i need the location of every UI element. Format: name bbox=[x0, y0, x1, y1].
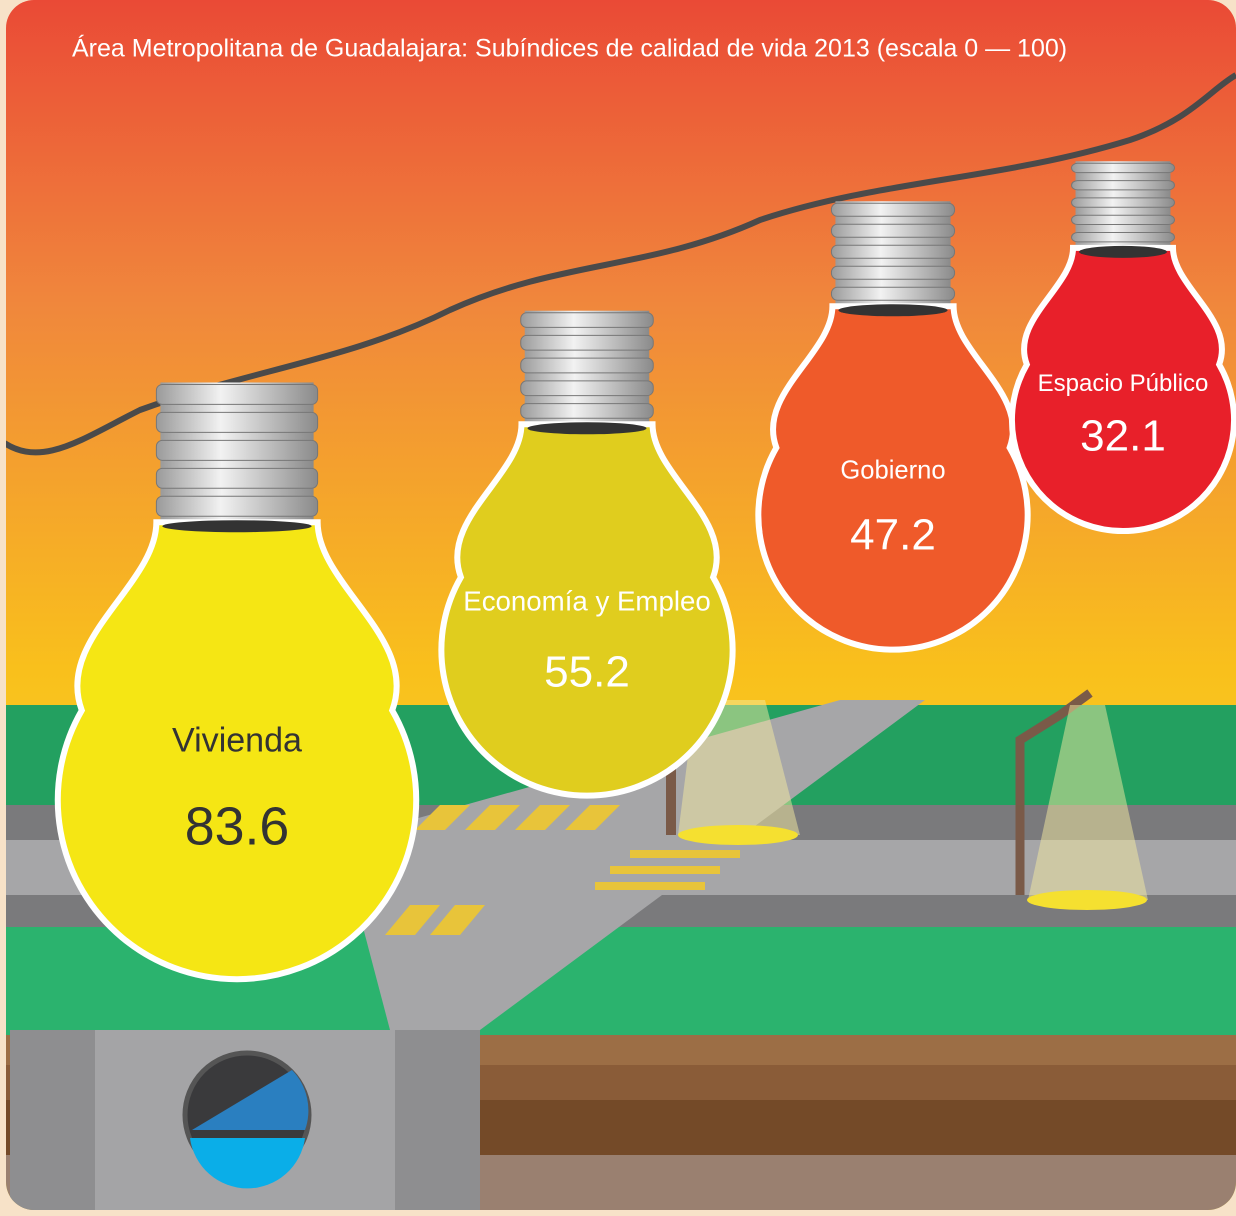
socket-ring bbox=[156, 412, 317, 432]
socket-ring bbox=[521, 381, 654, 396]
socket-ring bbox=[521, 335, 654, 350]
socket-ring bbox=[1072, 233, 1175, 242]
socket-ring bbox=[831, 287, 954, 300]
socket-ring bbox=[1072, 181, 1175, 190]
bulb-opening bbox=[1079, 246, 1167, 258]
value-label: 55.2 bbox=[544, 647, 630, 696]
socket-ring bbox=[156, 384, 317, 404]
bulb-opening bbox=[162, 520, 311, 532]
socket-ring bbox=[831, 203, 954, 216]
chart: Área Metropolitana de Guadalajara: Subín… bbox=[0, 0, 1236, 1216]
value-label: 83.6 bbox=[185, 797, 290, 857]
socket-ring bbox=[156, 468, 317, 488]
socket-ring bbox=[521, 404, 654, 419]
socket-ring bbox=[831, 266, 954, 279]
socket-ring bbox=[831, 224, 954, 237]
category-label: Economía y Empleo bbox=[463, 586, 711, 617]
socket-ring bbox=[156, 440, 317, 460]
socket-ring bbox=[831, 245, 954, 258]
socket-ring bbox=[1072, 163, 1175, 172]
category-label: Gobierno bbox=[840, 457, 945, 485]
value-label: 47.2 bbox=[850, 511, 936, 560]
socket-ring bbox=[521, 358, 654, 373]
value-label: 32.1 bbox=[1080, 412, 1166, 461]
socket-ring bbox=[1072, 198, 1175, 207]
socket-ring bbox=[1072, 215, 1175, 224]
socket-ring bbox=[156, 496, 317, 516]
chart-title: Área Metropolitana de Guadalajara: Subín… bbox=[72, 34, 1067, 63]
socket-ring bbox=[521, 313, 654, 328]
category-label: Vivienda bbox=[172, 722, 302, 760]
bulb-opening bbox=[838, 304, 947, 316]
category-label: Espacio Público bbox=[1038, 370, 1209, 397]
bulb-opening bbox=[527, 422, 646, 434]
